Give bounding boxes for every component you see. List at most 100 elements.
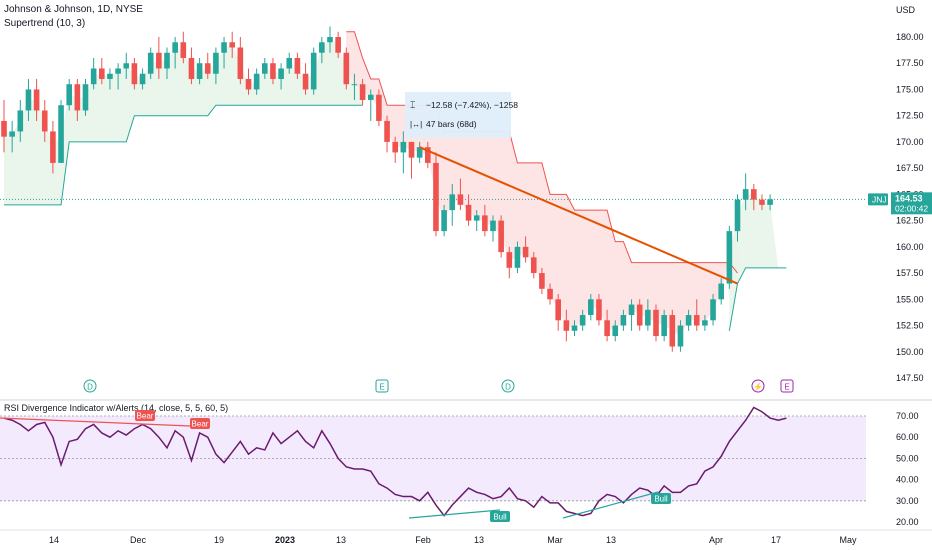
- candle-body: [465, 204, 472, 221]
- candle: [604, 309, 610, 342]
- time-label: 2023: [275, 535, 295, 545]
- candle-body: [17, 110, 24, 132]
- candle: [180, 31, 187, 64]
- candle: [50, 120, 56, 174]
- svg-text:Bear: Bear: [137, 412, 154, 421]
- candle-body: [645, 309, 651, 326]
- candle: [66, 78, 72, 111]
- candle: [343, 47, 350, 90]
- candle-body: [612, 325, 619, 337]
- candle-body: [677, 325, 684, 347]
- bar-countdown: 02:00:42: [895, 203, 928, 213]
- candle-body: [253, 73, 260, 90]
- candlestick-series[interactable]: [1, 26, 773, 352]
- time-label: 19: [214, 535, 224, 545]
- measure-tool[interactable]: ⌶ −12.58 (−7.42%), −1258 |↔| 47 bars (68…: [405, 92, 518, 138]
- supertrend-up-fill: [729, 194, 787, 331]
- candle-body: [710, 299, 716, 321]
- candle: [416, 141, 423, 163]
- candle: [710, 294, 716, 326]
- candle: [221, 37, 227, 69]
- trendline[interactable]: [419, 146, 738, 285]
- symbol-title: Johnson & Johnson, 1D, NYSE: [4, 4, 143, 15]
- dividend-icon[interactable]: D: [501, 379, 515, 393]
- dividend-icon[interactable]: D: [83, 379, 97, 393]
- time-label: 13: [474, 535, 484, 545]
- candle-body: [9, 131, 15, 137]
- currency-label: USD: [896, 5, 916, 15]
- split-icon[interactable]: ⚡: [751, 379, 765, 393]
- candle-body: [441, 210, 447, 232]
- bear-divergence-line: [0, 417, 191, 427]
- candle-body: [213, 52, 219, 74]
- candle: [33, 78, 40, 121]
- candle-body: [653, 309, 659, 337]
- candle-body: [702, 320, 708, 326]
- svg-text:Bull: Bull: [654, 495, 668, 504]
- candle-body: [107, 73, 113, 79]
- price-tick: 160.00: [896, 242, 924, 252]
- candle: [514, 241, 521, 274]
- last-price-badge: JNJ 164.53 02:00:42: [868, 192, 932, 215]
- candle: [579, 309, 586, 331]
- candle: [156, 37, 162, 79]
- candle-body: [563, 320, 570, 331]
- rsi-tick: 20.00: [896, 517, 919, 527]
- candle-body: [335, 37, 341, 53]
- svg-text:Bull: Bull: [493, 513, 507, 522]
- rsi-axis[interactable]: 70.00 60.00 50.00 40.00 30.00 20.00: [896, 411, 919, 527]
- candle-body: [359, 84, 366, 100]
- candle-body: [636, 304, 643, 326]
- candle: [677, 320, 684, 352]
- candle: [571, 320, 578, 337]
- candle-body: [286, 57, 293, 69]
- candle-body: [693, 315, 700, 326]
- earnings-icon[interactable]: E: [780, 379, 794, 393]
- candle: [726, 225, 733, 289]
- price-tick: 175.00: [896, 84, 924, 94]
- candle: [693, 299, 700, 331]
- price-badge: [891, 192, 932, 215]
- candle-body: [685, 315, 692, 326]
- bull-divergence-line: [408, 509, 501, 519]
- candle: [335, 31, 341, 58]
- candle-body: [425, 147, 431, 163]
- candle: [286, 52, 293, 74]
- candle-body: [278, 68, 284, 79]
- candle-body: [751, 189, 757, 200]
- bear-label: Bear: [135, 410, 155, 421]
- candle: [310, 47, 317, 95]
- candle: [441, 204, 447, 237]
- candle: [74, 78, 81, 121]
- candle: [490, 215, 496, 242]
- time-label: Apr: [709, 535, 723, 545]
- candle: [628, 299, 635, 331]
- supertrend-up-line: [728, 267, 787, 331]
- price-tick: 155.00: [896, 294, 924, 304]
- candle: [530, 252, 537, 279]
- price-tick: 167.50: [896, 163, 924, 173]
- candle-body: [319, 42, 325, 53]
- candle: [123, 52, 130, 79]
- earnings-icon[interactable]: E: [375, 379, 389, 393]
- candle: [376, 89, 382, 127]
- candle-body: [571, 325, 578, 331]
- candle: [449, 183, 456, 226]
- candle: [392, 136, 398, 163]
- candle: [229, 31, 235, 58]
- candle: [596, 294, 602, 326]
- price-tick: 180.00: [896, 32, 924, 42]
- time-axis[interactable]: 14 Dec 19 2023 13 Feb 13 Mar 13 Apr 17 M…: [49, 535, 857, 545]
- candle: [213, 47, 219, 85]
- events-row[interactable]: D E D ⚡ E: [83, 379, 794, 393]
- supertrend-legend: Supertrend (10, 3): [4, 18, 85, 29]
- ticker-label: JNJ: [872, 194, 887, 204]
- candle-body: [302, 73, 309, 90]
- candle-body: [90, 68, 97, 85]
- candle-body: [742, 189, 749, 200]
- candle: [539, 267, 545, 295]
- candle: [204, 52, 211, 79]
- candle: [351, 73, 358, 100]
- candle-body: [416, 147, 423, 158]
